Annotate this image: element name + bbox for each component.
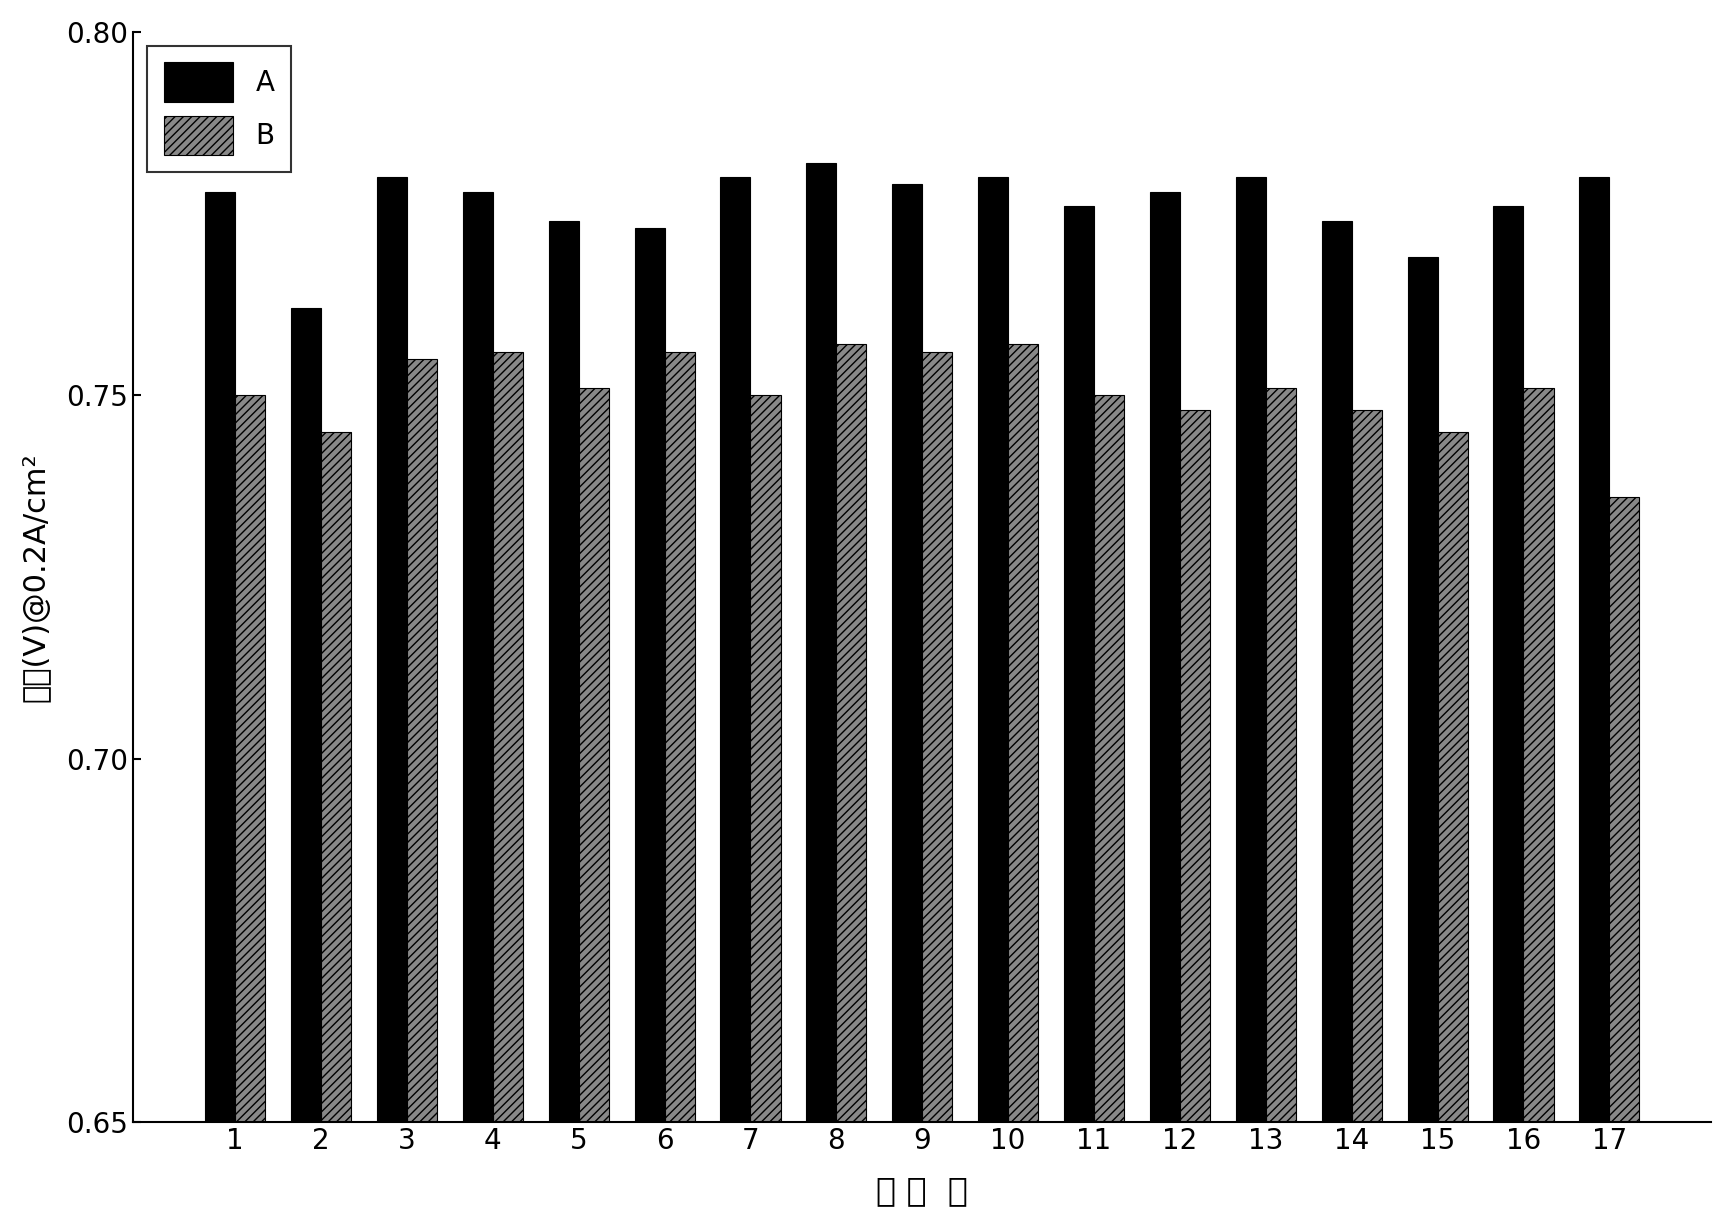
Bar <box>549 221 578 1228</box>
Bar <box>1580 177 1609 1228</box>
Bar <box>1609 497 1640 1228</box>
Bar <box>807 162 837 1228</box>
Bar <box>291 308 320 1228</box>
Bar <box>921 351 953 1228</box>
Bar <box>236 395 265 1228</box>
Bar <box>1408 257 1438 1228</box>
Bar <box>1063 206 1095 1228</box>
Bar <box>1493 206 1524 1228</box>
Bar <box>1235 177 1266 1228</box>
Bar <box>979 177 1008 1228</box>
X-axis label: 实 施  例: 实 施 例 <box>876 1174 968 1207</box>
Bar <box>378 177 407 1228</box>
Bar <box>462 192 494 1228</box>
Bar <box>665 351 695 1228</box>
Bar <box>1179 410 1211 1228</box>
Bar <box>1095 395 1124 1228</box>
Bar <box>1351 410 1382 1228</box>
Bar <box>320 431 352 1228</box>
Bar <box>1266 388 1296 1228</box>
Bar <box>1322 221 1351 1228</box>
Bar <box>837 344 866 1228</box>
Bar <box>1524 388 1554 1228</box>
Bar <box>407 359 436 1228</box>
Bar <box>634 228 665 1228</box>
Bar <box>892 184 921 1228</box>
Bar <box>1008 344 1037 1228</box>
Bar <box>750 395 781 1228</box>
Bar <box>1150 192 1179 1228</box>
Bar <box>1438 431 1467 1228</box>
Bar <box>494 351 523 1228</box>
Bar <box>204 192 236 1228</box>
Bar <box>721 177 750 1228</box>
Legend: A, B: A, B <box>147 45 291 172</box>
Bar <box>578 388 608 1228</box>
Y-axis label: 电压(V)@0.2A/cm²: 电压(V)@0.2A/cm² <box>21 452 50 701</box>
